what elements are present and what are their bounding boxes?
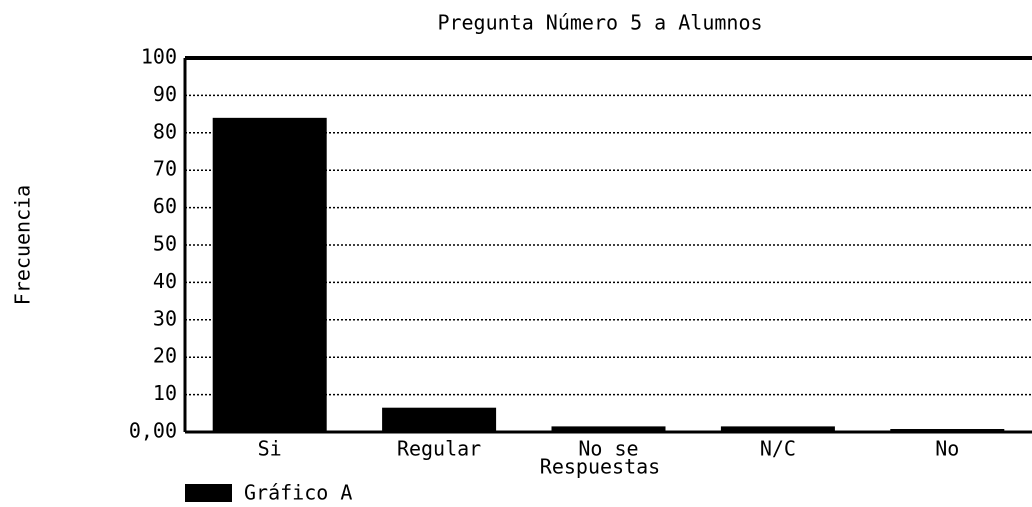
x-tick-label: No [935,437,959,461]
bar [212,117,327,432]
y-tick-label: 0,00 [129,419,177,443]
y-tick-label: 90 [153,82,177,106]
y-tick-label: 10 [153,381,177,405]
x-tick-label: N/C [760,437,796,461]
legend-swatch [185,484,232,502]
y-tick-label: 60 [153,194,177,218]
legend-label: Gráfico A [244,481,352,505]
x-tick-label: No se [578,437,638,461]
y-tick-label: 50 [153,232,177,256]
y-axis-label: Frecuencia [11,185,35,305]
chart-title: Pregunta Número 5 a Alumnos [437,11,762,35]
y-tick-label: 30 [153,306,177,330]
bar [382,407,497,432]
y-tick-label: 20 [153,344,177,368]
x-tick-label: Regular [397,437,481,461]
y-tick-label: 40 [153,269,177,293]
bar [890,429,1005,432]
x-axis-label: Respuestas [540,455,660,479]
bar [551,426,666,432]
bar [720,426,835,432]
x-tick-label: Si [258,437,282,461]
y-tick-label: 80 [153,119,177,143]
y-tick-label: 70 [153,157,177,181]
y-tick-label: 100 [141,45,177,69]
